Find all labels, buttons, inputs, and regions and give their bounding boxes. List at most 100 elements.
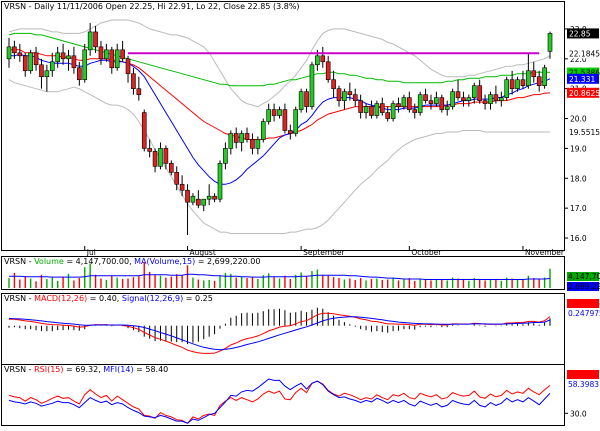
candle-body: [120, 49, 125, 60]
macd-title-tail: = 0.25: [183, 294, 213, 303]
candle-body: [82, 49, 88, 81]
month-label: November: [525, 248, 565, 257]
candle: [390, 100, 396, 122]
rsi-line: [8, 380, 551, 424]
rsi-value-label: 69.3201: [567, 370, 599, 379]
rsi-title-tail: = 58.40: [134, 365, 169, 374]
candle-body: [190, 195, 196, 203]
candle-body: [298, 91, 304, 110]
candle: [266, 103, 271, 125]
candle-body: [55, 52, 60, 63]
candle: [455, 79, 461, 101]
candle: [212, 193, 217, 203]
rsi-title-rsi: RSI(15): [34, 365, 63, 374]
macd-value-label: 0.397144: [567, 299, 600, 308]
rsi-title-mid: = 69.32,: [64, 365, 104, 374]
candle: [28, 49, 33, 74]
month-label: Jul: [86, 248, 96, 257]
candle: [282, 103, 288, 134]
candle-body: [342, 91, 347, 101]
candle: [347, 82, 353, 101]
volume-bars: [8, 262, 551, 288]
candle-body: [158, 148, 163, 167]
candle: [482, 94, 488, 110]
candle-body: [163, 148, 169, 164]
candle-body: [87, 31, 93, 51]
candle-body: [255, 139, 261, 149]
candle: [131, 67, 136, 95]
candle-body: [385, 112, 391, 119]
candle: [444, 100, 450, 116]
price-value-label: 20.8625: [567, 87, 600, 98]
signal-line: [8, 316, 551, 351]
candle: [233, 127, 239, 149]
candle: [104, 43, 109, 62]
macd-title-signal: Signal(12,26,9): [122, 294, 183, 303]
candle: [217, 160, 223, 203]
candle: [147, 139, 152, 158]
candle-body: [515, 79, 520, 89]
candle: [39, 58, 44, 89]
candle-body: [396, 103, 401, 107]
candle: [450, 88, 455, 110]
rsi-value-label-text: 58.3983: [568, 380, 599, 389]
candle-body: [336, 88, 342, 101]
macd-value-label-bg: [567, 299, 599, 308]
candle: [428, 94, 434, 110]
candle-body: [196, 198, 201, 206]
candle: [309, 61, 315, 110]
candle-body: [22, 55, 28, 72]
price-value-label-bg: [567, 87, 599, 98]
candle: [325, 55, 331, 83]
candle-body: [250, 139, 255, 149]
candle: [179, 175, 185, 197]
candle-body: [477, 85, 482, 101]
candle-body: [71, 55, 77, 69]
candle-body: [417, 94, 423, 113]
candle-body: [439, 97, 445, 110]
candle: [250, 133, 255, 155]
candle: [423, 88, 428, 104]
candle: [169, 160, 174, 176]
bb-upper-line: [8, 19, 551, 108]
candle-body: [352, 94, 358, 101]
candle: [277, 106, 282, 119]
candle: [304, 88, 309, 113]
candle: [244, 127, 250, 143]
candle-body: [125, 58, 131, 75]
candle: [439, 94, 445, 113]
candle: [288, 124, 293, 140]
price-value-label-text: 21.331: [569, 75, 595, 84]
price-value-label-text: 21.5386: [569, 69, 600, 78]
candle-body: [49, 61, 55, 72]
price-value-label: 22.85: [567, 28, 599, 39]
volume-value-label-text: 2,699,22: [568, 282, 600, 291]
candle: [536, 70, 542, 92]
candle: [407, 91, 412, 113]
candle: [493, 85, 499, 104]
macd-value-label-text: 0.397144: [568, 299, 600, 308]
price-panel-title: VRSN - Daily 11/11/2006 Open 22.25, Hi 2…: [4, 2, 300, 11]
rsi-y-axis: 30.0: [565, 409, 587, 418]
volume-ma-line: [9, 273, 551, 280]
candle-body: [434, 97, 439, 104]
candle: [520, 70, 526, 89]
candle: [531, 61, 537, 83]
candle-body: [212, 195, 217, 200]
candle-body: [39, 64, 44, 78]
candle-body: [309, 64, 315, 107]
candle-body: [228, 133, 234, 149]
rsi-panel-frame: [1, 364, 565, 426]
candle-body: [28, 52, 33, 72]
candle: [185, 184, 190, 236]
candle-body: [423, 94, 428, 101]
volume-value-labels: 4,147,702,699,22: [567, 272, 600, 291]
candle: [87, 22, 93, 56]
candle: [17, 43, 23, 62]
macd-title-mid: = 0.40,: [87, 294, 122, 303]
candle: [369, 100, 374, 119]
candle: [401, 94, 407, 110]
candle-body: [66, 55, 71, 60]
